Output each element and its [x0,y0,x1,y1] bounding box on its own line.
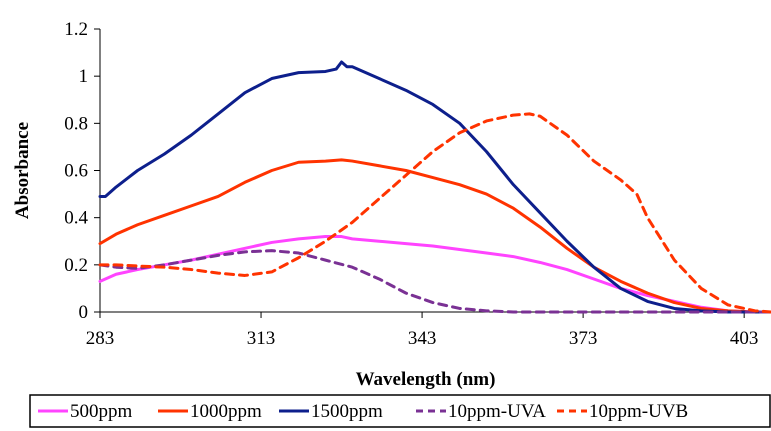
y-tick-label: 0 [79,302,89,323]
series-line-10ppm-uva [98,249,771,314]
legend-label: 500ppm [70,401,133,422]
series-line-10ppm-uvb [98,112,771,314]
y-axis-title: Absorbance [12,122,33,219]
legend: 500ppm 1000ppm 1500ppm 10ppm-UVA 10ppm-UVB [29,394,771,428]
y-tick-label: 0.4 [64,208,88,229]
legend-label: 10ppm-UVB [589,401,688,422]
x-axis-title: Wavelength (nm) [356,369,496,390]
legend-box [29,394,771,428]
x-tick-label: 373 [569,328,598,349]
x-tick-label: 313 [247,328,276,349]
series-line-1500ppm [98,60,771,314]
legend-label: 1500ppm [311,401,383,422]
x-tick-label: 403 [730,328,759,349]
legend-label: 1000ppm [190,401,262,422]
y-tick-label: 1 [79,66,89,87]
y-tick-label: 0.8 [64,113,88,134]
x-tick-label: 283 [86,328,115,349]
series-group [98,60,771,314]
legend-label: 10ppm-UVA [448,401,546,422]
x-tick-label: 343 [408,328,437,349]
y-tick-label: 0.6 [64,161,88,182]
x-ticks: 283 313 343 373 403 [86,312,759,349]
y-ticks: 0 0.2 0.4 0.6 0.8 1 1.2 [64,19,100,323]
y-tick-label: 0.2 [64,255,88,276]
y-tick-label: 1.2 [64,19,88,40]
series-line-1000ppm [98,158,771,314]
